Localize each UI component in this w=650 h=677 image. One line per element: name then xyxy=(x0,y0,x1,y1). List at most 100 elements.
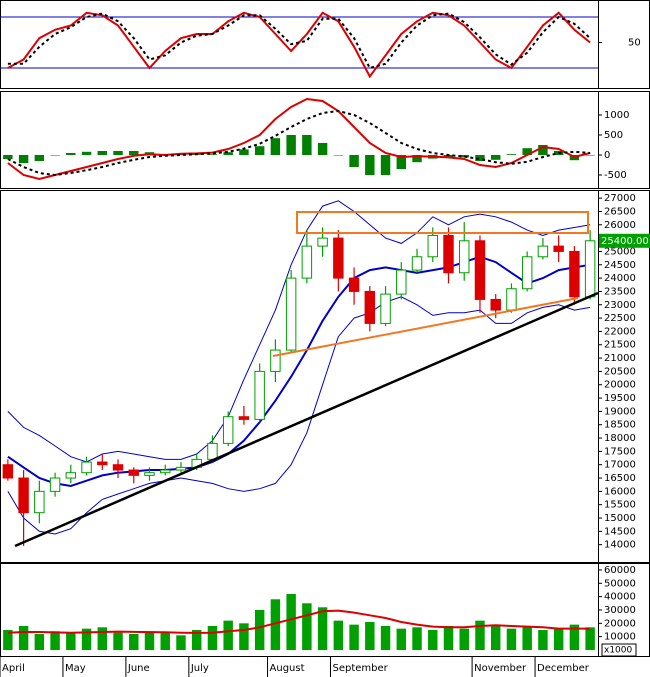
histogram-bar xyxy=(254,146,265,155)
volume-bar xyxy=(207,625,218,650)
histogram-bar xyxy=(365,155,375,175)
candle-body xyxy=(175,466,187,471)
candle-body xyxy=(112,464,124,471)
candle-body xyxy=(459,240,470,274)
y-tick-label: 20000 xyxy=(604,618,636,629)
histogram-bar xyxy=(349,155,359,167)
candle-body xyxy=(553,245,564,252)
y-tick-label: 22000 xyxy=(604,326,636,337)
y-tick-label: 19500 xyxy=(604,393,636,404)
histogram-bar xyxy=(522,148,532,155)
y-tick-label: 50000 xyxy=(604,578,636,589)
volume-bar xyxy=(443,625,454,650)
candle-body xyxy=(34,490,45,514)
y-tick-label: 17000 xyxy=(604,460,636,471)
x-tick-label: August xyxy=(270,663,305,674)
series-line xyxy=(7,200,591,463)
candle-body xyxy=(81,461,92,474)
volume-bar xyxy=(396,628,407,650)
candle-body xyxy=(2,464,14,479)
y-tick-label: 26000 xyxy=(604,220,636,231)
y-tick-label: 14500 xyxy=(604,526,636,537)
unit-label: x1000 xyxy=(604,646,633,656)
candle-body xyxy=(411,256,423,271)
histogram-bar xyxy=(585,155,595,156)
candle-body xyxy=(317,237,328,247)
y-tick-label: -500 xyxy=(604,170,627,181)
y-tick-label: 15000 xyxy=(604,513,636,524)
candle-body xyxy=(380,293,391,324)
y-tick-label: 60000 xyxy=(604,565,636,576)
volume-bar xyxy=(176,635,186,650)
candle-body xyxy=(301,245,313,279)
volume-bar xyxy=(239,623,249,650)
candle-body xyxy=(474,240,486,300)
y-tick-label: 20000 xyxy=(604,380,636,391)
histogram-bar xyxy=(412,155,422,163)
histogram-bar xyxy=(286,135,296,155)
candle-body xyxy=(160,469,171,474)
volume-bar xyxy=(50,631,60,650)
histogram-bar xyxy=(18,155,29,163)
candle-body xyxy=(333,237,344,279)
candle-body xyxy=(207,442,218,460)
volume-bar xyxy=(412,627,422,650)
volume-bar xyxy=(223,620,233,650)
candle-body xyxy=(238,416,250,420)
volume-bar xyxy=(538,629,548,650)
overlay: 25400.00 xyxy=(599,233,650,248)
y-tick-label: 21000 xyxy=(604,353,636,364)
histogram-bar xyxy=(207,154,218,155)
y-tick-label: 15500 xyxy=(604,500,636,511)
y-tick-label: 18000 xyxy=(604,433,636,444)
candle-body xyxy=(364,290,376,324)
candle-body xyxy=(128,469,139,476)
candle-body xyxy=(18,477,29,514)
volume-bar xyxy=(286,593,296,650)
volume-bar xyxy=(302,603,312,650)
candle-body xyxy=(285,277,297,351)
histogram-bar xyxy=(459,155,469,158)
y-tick-label: 16500 xyxy=(604,473,636,484)
candle-body xyxy=(521,256,533,290)
volume-bar xyxy=(97,627,108,650)
y-tick-label: 19000 xyxy=(604,406,636,417)
histogram-bar xyxy=(506,154,517,155)
histogram-bar xyxy=(443,155,454,158)
candle-body xyxy=(443,234,454,274)
volume-bar xyxy=(475,620,485,650)
price-tag-label: 25400.00 xyxy=(601,236,649,247)
x-tick-label: September xyxy=(332,663,388,674)
volume-bar xyxy=(365,621,375,650)
y-tick-label: 1000 xyxy=(604,110,629,121)
histogram-bar xyxy=(34,155,45,161)
x-tick-label: May xyxy=(65,663,86,674)
candle-body xyxy=(396,269,407,295)
y-tick-label: 14000 xyxy=(604,540,636,551)
x-tick-label: April xyxy=(2,663,25,674)
y-tick-label: 22500 xyxy=(604,313,636,324)
candle-body xyxy=(490,298,501,311)
y-tick-label: 18500 xyxy=(604,420,636,431)
volume-bar xyxy=(333,620,344,650)
y-tick-label: 20500 xyxy=(604,366,636,377)
histogram-bar xyxy=(129,151,139,155)
series-line xyxy=(7,109,591,177)
candle-body xyxy=(65,472,77,479)
volume-bar xyxy=(506,628,517,650)
volume-bar xyxy=(270,599,281,650)
annotations xyxy=(14,211,599,548)
candle-body xyxy=(270,349,281,372)
volume-bar xyxy=(144,631,155,650)
histogram-bar xyxy=(3,155,13,159)
y-tick-label: 30000 xyxy=(604,605,636,616)
candle-body xyxy=(49,477,61,492)
volume-bar xyxy=(585,627,595,650)
candle-body xyxy=(537,245,549,258)
histogram-bar xyxy=(396,155,407,169)
histogram-bar xyxy=(223,152,233,155)
series-line xyxy=(7,12,591,70)
volume-bar xyxy=(191,629,202,650)
y-tick-label: 0 xyxy=(604,150,610,161)
